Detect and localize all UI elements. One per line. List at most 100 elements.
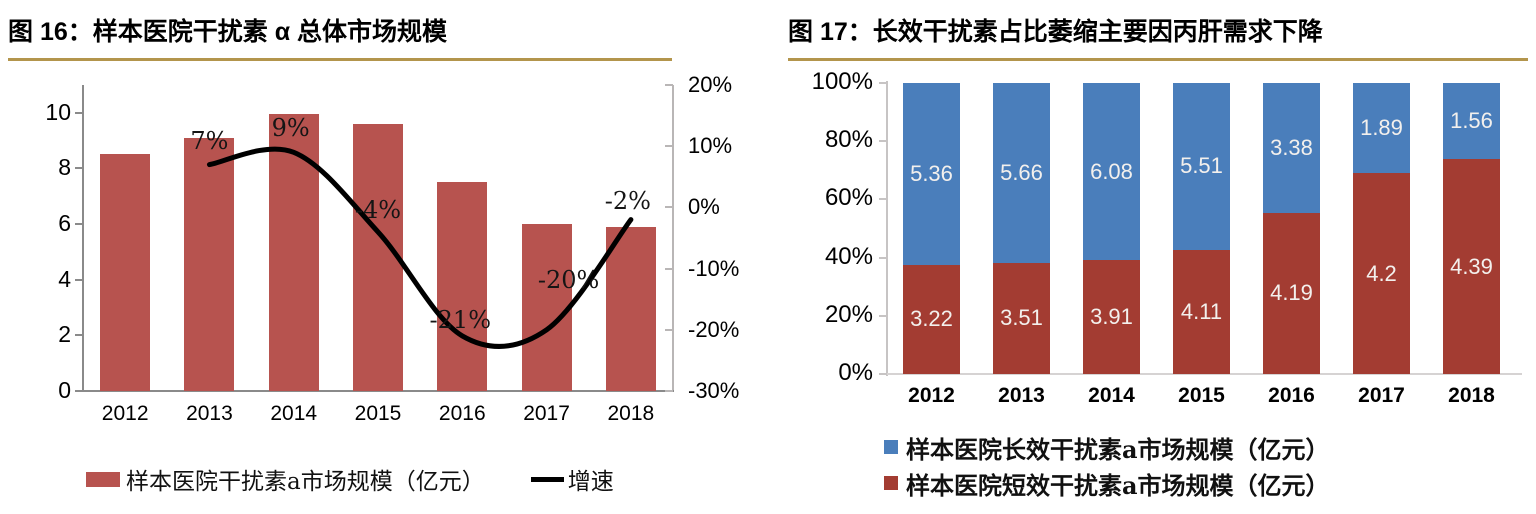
- figure-16-title: 图 16：样本医院干扰素 α 总体市场规模: [8, 18, 448, 46]
- fig17-y-tick: [879, 373, 887, 375]
- fig16-right-tick-label: 0%: [688, 194, 720, 220]
- fig16-bar-2016: [437, 182, 488, 391]
- figure-17-legend-row-short: 样本医院短效干扰素a市场规模（亿元）: [884, 468, 1330, 500]
- fig16-right-tick: [665, 328, 673, 331]
- legend-long-effect-swatch-icon: [884, 440, 898, 454]
- fig17-x-label-2016: 2016: [1268, 384, 1315, 407]
- fig17-x-label-2013: 2013: [998, 384, 1045, 407]
- legend-label-short-effect: 样本医院短效干扰素a市场规模（亿元）: [906, 470, 1330, 500]
- fig16-right-tick-label: 10%: [688, 133, 733, 159]
- fig17-label-short-2018: 4.39: [1450, 253, 1493, 279]
- fig17-x-label-2012: 2012: [908, 384, 955, 407]
- fig16-right-tick-label: -30%: [688, 378, 740, 403]
- fig16-y-tick-label: 0: [58, 377, 71, 403]
- fig17-x-label-2017: 2017: [1358, 384, 1405, 407]
- fig16-bar-2013: [184, 137, 235, 391]
- fig17-label-short-2017: 4.2: [1366, 260, 1397, 286]
- fig16-x-axis-line: [82, 390, 674, 392]
- fig17-bar-short-2016: [1263, 212, 1320, 374]
- legend-label-market-size: 样本医院干扰素a市场规模（亿元）: [126, 469, 485, 495]
- fig16-x-label-2012: 2012: [101, 402, 149, 425]
- fig17-label-long-2013: 5.66: [1000, 159, 1043, 185]
- fig16-growth-line-path: [206, 146, 634, 349]
- fig17-label-long-2014: 6.08: [1090, 158, 1133, 184]
- fig16-right-tick: [665, 206, 673, 209]
- fig17-bar-long-2017: [1353, 83, 1410, 174]
- fig17-label-long-2012: 5.36: [910, 160, 953, 186]
- fig17-y-tick-label: 60%: [824, 184, 873, 212]
- fig16-x-label-2017: 2017: [523, 402, 570, 425]
- fig16-x-label-2014: 2014: [270, 402, 318, 425]
- fig17-bar-short-2013: [993, 262, 1050, 374]
- fig17-bar-short-2015: [1173, 249, 1230, 374]
- figure-17-title-rule: [788, 58, 1528, 61]
- fig16-x-label-2018: 2018: [607, 402, 655, 425]
- fig17-label-short-2012: 3.22: [910, 306, 953, 332]
- fig16-right-tick-label: 20%: [688, 72, 733, 97]
- fig16-right-tick: [665, 390, 673, 392]
- fig16-y-tick: [75, 222, 83, 225]
- fig17-y-tick: [879, 256, 887, 259]
- fig17-label-short-2016: 4.19: [1270, 280, 1313, 306]
- fig16-y-axis-line: [82, 85, 84, 391]
- figure-17-title: 图 17：长效干扰素占比萎缩主要因丙肝需求下降: [788, 18, 1323, 46]
- fig17-label-long-2015: 5.51: [1180, 153, 1223, 179]
- fig16-right-axis-line: [672, 85, 674, 391]
- fig16-x-label-2013: 2013: [186, 402, 233, 425]
- fig16-bar-2012: [100, 154, 151, 391]
- fig17-bar-short-2012: [903, 264, 960, 374]
- fig16-y-tick-label: 10: [45, 98, 71, 125]
- fig17-label-long-2016: 3.38: [1270, 134, 1313, 160]
- fig16-right-tick: [665, 84, 673, 86]
- fig17-x-label-2015: 2015: [1178, 384, 1225, 407]
- fig17-bar-long-2013: [993, 83, 1050, 263]
- legend-label-long-effect: 样本医院长效干扰素a市场规模（亿元）: [906, 434, 1330, 464]
- fig16-y-tick: [75, 167, 83, 170]
- fig17-bar-long-2018: [1443, 83, 1500, 160]
- fig16-y-tick-label: 6: [58, 209, 71, 236]
- figure-17-legend-row-long: 样本医院长效干扰素a市场规模（亿元）: [884, 432, 1330, 464]
- legend-label-growth: 增速: [567, 469, 614, 495]
- fig17-y-tick-label: 100%: [811, 68, 873, 95]
- figure-16-legend: 样本医院干扰素a市场规模（亿元） 增速: [86, 466, 614, 495]
- fig17-y-tick-label: 0%: [838, 359, 873, 386]
- fig16-right-tick-label: -20%: [688, 316, 740, 342]
- fig16-y-tick-label: 8: [58, 154, 71, 181]
- fig17-y-tick-label: 40%: [824, 242, 873, 270]
- figure-16-title-rule: [8, 58, 672, 61]
- legend-line-swatch-icon: [530, 476, 564, 482]
- fig17-y-tick-label: 80%: [824, 126, 873, 154]
- fig17-x-axis-line: [886, 373, 1522, 375]
- fig17-bar-long-2014: [1083, 83, 1140, 261]
- fig17-label-short-2014: 3.91: [1090, 304, 1133, 330]
- fig17-x-label-2014: 2014: [1088, 384, 1135, 407]
- fig16-right-tick: [665, 145, 673, 148]
- legend-short-effect-swatch-icon: [884, 476, 898, 490]
- fig17-bar-short-2017: [1353, 173, 1410, 374]
- legend-bar-swatch-icon: [86, 471, 120, 487]
- fig17-label-long-2017: 1.89: [1360, 115, 1403, 141]
- fig17-label-short-2013: 3.51: [1000, 305, 1043, 331]
- fig17-y-tick: [879, 82, 887, 84]
- fig16-y-tick-label: 4: [58, 265, 71, 292]
- fig17-y-tick: [879, 314, 887, 317]
- fig16-x-label-2016: 2016: [438, 402, 486, 425]
- fig16-bar-2018: [605, 226, 656, 391]
- fig17-y-tick: [879, 198, 887, 201]
- fig16-right-tick: [665, 267, 673, 270]
- fig17-label-long-2018: 1.56: [1450, 108, 1493, 134]
- fig17-label-short-2015: 4.11: [1180, 298, 1223, 324]
- fig16-y-tick-label: 2: [58, 321, 71, 348]
- fig17-bar-long-2015: [1173, 83, 1230, 250]
- fig16-y-tick: [75, 278, 83, 281]
- fig17-bar-short-2014: [1083, 260, 1140, 374]
- fig16-right-tick-label: -10%: [688, 255, 740, 281]
- fig16-y-tick: [75, 390, 83, 392]
- fig16-x-label-2015: 2015: [354, 402, 402, 425]
- fig17-y-tick-label: 20%: [824, 300, 873, 328]
- fig17-bar-short-2018: [1443, 159, 1500, 374]
- fig16-y-tick: [75, 334, 83, 337]
